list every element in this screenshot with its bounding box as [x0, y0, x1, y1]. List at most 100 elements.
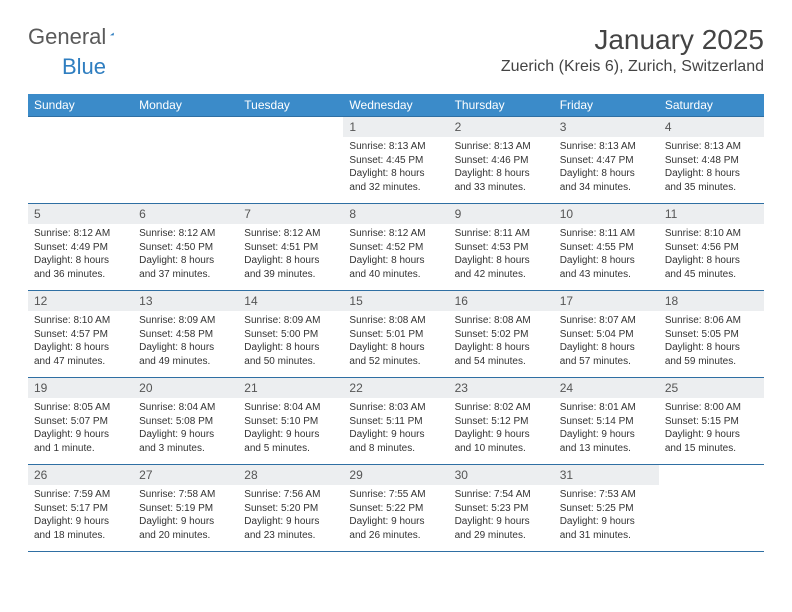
dayname: Thursday: [449, 94, 554, 117]
day-number: 15: [343, 291, 448, 311]
day-details: Sunrise: 7:56 AMSunset: 5:20 PMDaylight:…: [238, 485, 343, 545]
day-number: 14: [238, 291, 343, 311]
calendar-week: 1Sunrise: 8:13 AMSunset: 4:45 PMDaylight…: [28, 117, 764, 204]
day-details: Sunrise: 8:11 AMSunset: 4:53 PMDaylight:…: [449, 224, 554, 284]
calendar-day: 22Sunrise: 8:03 AMSunset: 5:11 PMDayligh…: [343, 378, 448, 465]
calendar-day: [659, 465, 764, 552]
calendar-day: 11Sunrise: 8:10 AMSunset: 4:56 PMDayligh…: [659, 204, 764, 291]
day-details: Sunrise: 8:13 AMSunset: 4:47 PMDaylight:…: [554, 137, 659, 197]
day-details: Sunrise: 8:12 AMSunset: 4:50 PMDaylight:…: [133, 224, 238, 284]
calendar-day: 27Sunrise: 7:58 AMSunset: 5:19 PMDayligh…: [133, 465, 238, 552]
calendar-week: 5Sunrise: 8:12 AMSunset: 4:49 PMDaylight…: [28, 204, 764, 291]
day-details: Sunrise: 8:05 AMSunset: 5:07 PMDaylight:…: [28, 398, 133, 458]
calendar-day: [133, 117, 238, 204]
day-details: Sunrise: 8:10 AMSunset: 4:57 PMDaylight:…: [28, 311, 133, 371]
calendar-day: 6Sunrise: 8:12 AMSunset: 4:50 PMDaylight…: [133, 204, 238, 291]
calendar-week: 26Sunrise: 7:59 AMSunset: 5:17 PMDayligh…: [28, 465, 764, 552]
calendar-day: [28, 117, 133, 204]
calendar-day: 18Sunrise: 8:06 AMSunset: 5:05 PMDayligh…: [659, 291, 764, 378]
day-number: 3: [554, 117, 659, 137]
dayname: Monday: [133, 94, 238, 117]
day-details: Sunrise: 8:13 AMSunset: 4:48 PMDaylight:…: [659, 137, 764, 197]
calendar-week: 19Sunrise: 8:05 AMSunset: 5:07 PMDayligh…: [28, 378, 764, 465]
day-details: Sunrise: 7:55 AMSunset: 5:22 PMDaylight:…: [343, 485, 448, 545]
calendar-day: 30Sunrise: 7:54 AMSunset: 5:23 PMDayligh…: [449, 465, 554, 552]
day-details: Sunrise: 8:04 AMSunset: 5:08 PMDaylight:…: [133, 398, 238, 458]
calendar-day: 13Sunrise: 8:09 AMSunset: 4:58 PMDayligh…: [133, 291, 238, 378]
dayname: Sunday: [28, 94, 133, 117]
day-details: Sunrise: 8:11 AMSunset: 4:55 PMDaylight:…: [554, 224, 659, 284]
calendar-day: 25Sunrise: 8:00 AMSunset: 5:15 PMDayligh…: [659, 378, 764, 465]
dayname: Tuesday: [238, 94, 343, 117]
day-number: 23: [449, 378, 554, 398]
day-number: 12: [28, 291, 133, 311]
calendar-day: 14Sunrise: 8:09 AMSunset: 5:00 PMDayligh…: [238, 291, 343, 378]
day-number: 11: [659, 204, 764, 224]
calendar-day: 23Sunrise: 8:02 AMSunset: 5:12 PMDayligh…: [449, 378, 554, 465]
day-details: Sunrise: 8:12 AMSunset: 4:52 PMDaylight:…: [343, 224, 448, 284]
calendar-day: 4Sunrise: 8:13 AMSunset: 4:48 PMDaylight…: [659, 117, 764, 204]
calendar-body: 1Sunrise: 8:13 AMSunset: 4:45 PMDaylight…: [28, 117, 764, 552]
calendar-head: Sunday Monday Tuesday Wednesday Thursday…: [28, 94, 764, 117]
day-details: Sunrise: 8:12 AMSunset: 4:49 PMDaylight:…: [28, 224, 133, 284]
brand-left: General: [28, 24, 106, 50]
calendar-day: 2Sunrise: 8:13 AMSunset: 4:46 PMDaylight…: [449, 117, 554, 204]
calendar-week: 12Sunrise: 8:10 AMSunset: 4:57 PMDayligh…: [28, 291, 764, 378]
brand-right: Blue: [62, 54, 106, 80]
calendar-day: 28Sunrise: 7:56 AMSunset: 5:20 PMDayligh…: [238, 465, 343, 552]
day-number: 1: [343, 117, 448, 137]
day-number: 2: [449, 117, 554, 137]
calendar-day: 29Sunrise: 7:55 AMSunset: 5:22 PMDayligh…: [343, 465, 448, 552]
day-details: Sunrise: 8:13 AMSunset: 4:45 PMDaylight:…: [343, 137, 448, 197]
calendar-day: 26Sunrise: 7:59 AMSunset: 5:17 PMDayligh…: [28, 465, 133, 552]
day-number: 31: [554, 465, 659, 485]
title-block: January 2025 Zuerich (Kreis 6), Zurich, …: [501, 24, 764, 76]
calendar-day: 17Sunrise: 8:07 AMSunset: 5:04 PMDayligh…: [554, 291, 659, 378]
day-number: 30: [449, 465, 554, 485]
calendar-day: 24Sunrise: 8:01 AMSunset: 5:14 PMDayligh…: [554, 378, 659, 465]
calendar-day: 12Sunrise: 8:10 AMSunset: 4:57 PMDayligh…: [28, 291, 133, 378]
day-number: 29: [343, 465, 448, 485]
day-number: 19: [28, 378, 133, 398]
calendar-day: 5Sunrise: 8:12 AMSunset: 4:49 PMDaylight…: [28, 204, 133, 291]
calendar-day: 7Sunrise: 8:12 AMSunset: 4:51 PMDaylight…: [238, 204, 343, 291]
dayname: Wednesday: [343, 94, 448, 117]
calendar-day: 9Sunrise: 8:11 AMSunset: 4:53 PMDaylight…: [449, 204, 554, 291]
day-details: Sunrise: 8:12 AMSunset: 4:51 PMDaylight:…: [238, 224, 343, 284]
day-number: 5: [28, 204, 133, 224]
calendar-day: 15Sunrise: 8:08 AMSunset: 5:01 PMDayligh…: [343, 291, 448, 378]
calendar-day: 3Sunrise: 8:13 AMSunset: 4:47 PMDaylight…: [554, 117, 659, 204]
calendar-day: 21Sunrise: 8:04 AMSunset: 5:10 PMDayligh…: [238, 378, 343, 465]
day-number: 8: [343, 204, 448, 224]
calendar-day: 31Sunrise: 7:53 AMSunset: 5:25 PMDayligh…: [554, 465, 659, 552]
day-number: 18: [659, 291, 764, 311]
dayname-row: Sunday Monday Tuesday Wednesday Thursday…: [28, 94, 764, 117]
day-details: Sunrise: 8:08 AMSunset: 5:01 PMDaylight:…: [343, 311, 448, 371]
calendar-page: General January 2025 Zuerich (Kreis 6), …: [0, 0, 792, 576]
day-number: 27: [133, 465, 238, 485]
calendar-day: 10Sunrise: 8:11 AMSunset: 4:55 PMDayligh…: [554, 204, 659, 291]
day-details: Sunrise: 8:09 AMSunset: 4:58 PMDaylight:…: [133, 311, 238, 371]
day-number: 25: [659, 378, 764, 398]
day-details: Sunrise: 7:59 AMSunset: 5:17 PMDaylight:…: [28, 485, 133, 545]
brand-logo: General: [28, 24, 134, 50]
day-number: 22: [343, 378, 448, 398]
day-number: 9: [449, 204, 554, 224]
day-number: 16: [449, 291, 554, 311]
calendar-day: 20Sunrise: 8:04 AMSunset: 5:08 PMDayligh…: [133, 378, 238, 465]
day-number: 13: [133, 291, 238, 311]
day-details: Sunrise: 8:08 AMSunset: 5:02 PMDaylight:…: [449, 311, 554, 371]
day-number: 10: [554, 204, 659, 224]
page-title: January 2025: [501, 24, 764, 56]
day-details: Sunrise: 7:58 AMSunset: 5:19 PMDaylight:…: [133, 485, 238, 545]
day-number: 26: [28, 465, 133, 485]
day-details: Sunrise: 8:04 AMSunset: 5:10 PMDaylight:…: [238, 398, 343, 458]
dayname: Saturday: [659, 94, 764, 117]
day-details: Sunrise: 8:02 AMSunset: 5:12 PMDaylight:…: [449, 398, 554, 458]
day-details: Sunrise: 8:03 AMSunset: 5:11 PMDaylight:…: [343, 398, 448, 458]
day-number: 6: [133, 204, 238, 224]
day-details: Sunrise: 7:53 AMSunset: 5:25 PMDaylight:…: [554, 485, 659, 545]
day-details: Sunrise: 8:01 AMSunset: 5:14 PMDaylight:…: [554, 398, 659, 458]
page-subtitle: Zuerich (Kreis 6), Zurich, Switzerland: [501, 58, 764, 76]
day-number: 21: [238, 378, 343, 398]
